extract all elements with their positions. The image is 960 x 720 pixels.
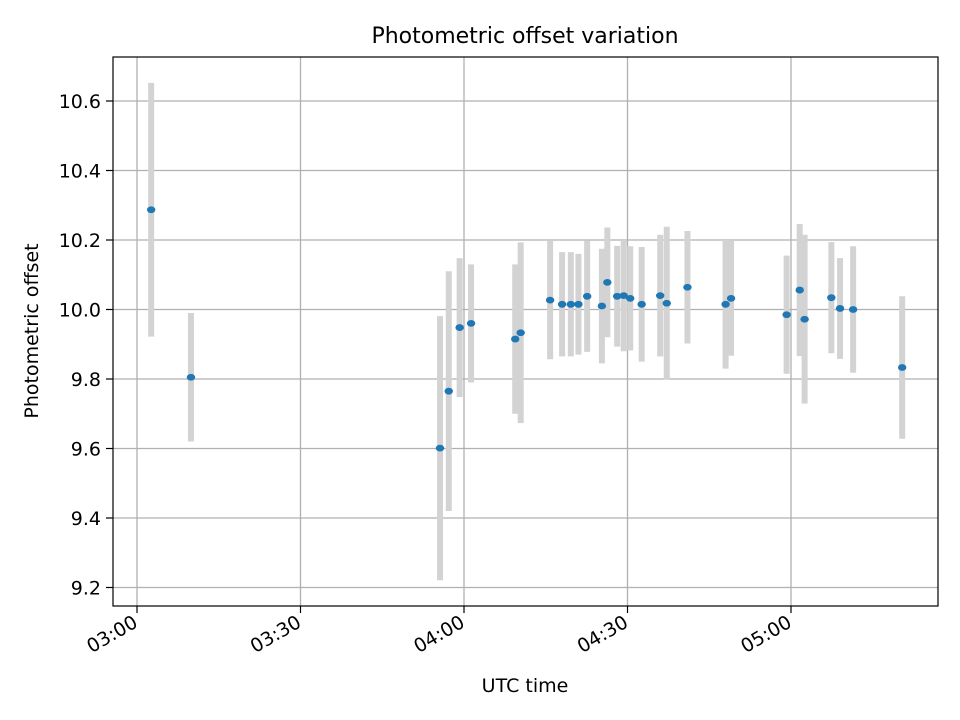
- data-point: [435, 444, 445, 452]
- data-point: [574, 300, 583, 308]
- x-tick-label: 03:30: [247, 611, 305, 657]
- data-point: [848, 306, 858, 313]
- data-point: [827, 294, 836, 302]
- data-point: [566, 300, 576, 308]
- data-point: [557, 300, 567, 308]
- x-tick-label: 05:00: [737, 611, 795, 657]
- data-point: [545, 296, 555, 304]
- y-tick-label: 10.4: [59, 161, 101, 183]
- data-point: [626, 294, 635, 302]
- data-point: [800, 315, 809, 323]
- error-bars: [148, 82, 906, 581]
- y-axis-label: Photometric offset: [21, 243, 43, 418]
- data-point: [683, 283, 692, 291]
- data-point: [146, 206, 156, 214]
- data-point: [603, 278, 612, 286]
- x-axis-ticks: 03:00 03:30 04:00 04:30 05:00: [83, 606, 796, 658]
- x-tick-label: 03:00: [83, 611, 141, 657]
- data-point: [726, 294, 736, 302]
- data-points: [146, 206, 907, 452]
- y-tick-label: 10.0: [59, 300, 101, 322]
- data-point: [455, 324, 464, 331]
- chart-title: Photometric offset variation: [371, 24, 678, 49]
- data-point: [511, 335, 520, 343]
- data-point: [897, 364, 907, 371]
- data-point: [637, 300, 646, 308]
- y-tick-label: 9.6: [71, 439, 101, 461]
- data-point: [619, 292, 628, 299]
- data-point: [186, 373, 196, 381]
- data-point: [582, 292, 592, 300]
- data-point: [835, 305, 845, 312]
- y-tick-label: 9.4: [71, 508, 101, 530]
- y-tick-label: 10.6: [59, 91, 101, 113]
- y-axis-ticks: 9.2 9.4 9.6 9.8 10.0 10.2 10.4 10.6: [59, 91, 113, 600]
- data-point: [444, 387, 453, 395]
- data-point: [795, 286, 804, 294]
- y-tick-label: 9.2: [71, 578, 101, 600]
- y-tick-label: 9.8: [71, 369, 101, 391]
- x-tick-label: 04:00: [410, 611, 468, 657]
- data-point: [662, 299, 671, 307]
- data-point: [782, 311, 791, 319]
- plot-frame: [112, 56, 939, 607]
- x-axis-label: UTC time: [482, 675, 569, 697]
- data-point: [597, 302, 607, 310]
- data-point: [516, 329, 525, 337]
- x-tick-label: 04:30: [574, 611, 632, 657]
- grid-lines: [113, 57, 938, 606]
- data-point: [612, 292, 622, 300]
- data-point: [721, 300, 730, 308]
- y-tick-label: 10.2: [59, 230, 101, 252]
- data-point: [466, 320, 476, 327]
- data-point: [656, 292, 665, 299]
